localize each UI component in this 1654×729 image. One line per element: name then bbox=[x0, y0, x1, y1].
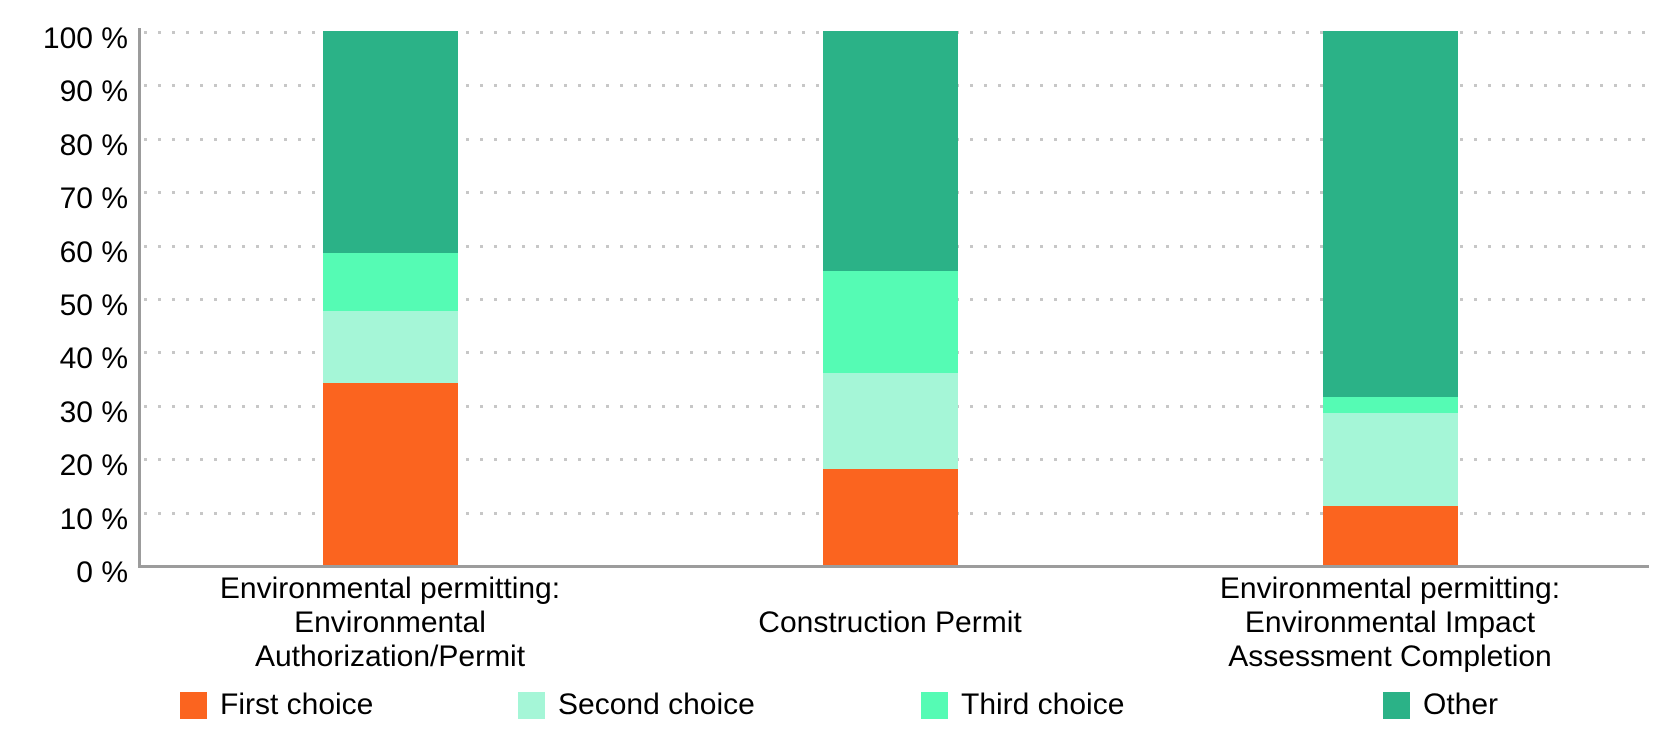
x-axis-line bbox=[138, 565, 1649, 568]
category-label-line: Environmental Impact bbox=[1244, 606, 1536, 639]
bar-3-segment-first-choice bbox=[1322, 506, 1458, 565]
category-label-line: Environmental permitting: bbox=[1219, 572, 1561, 605]
category-label-1: Environmental permitting: Environmental Au… bbox=[150, 572, 630, 674]
y-tick-label-40: 40 % bbox=[59, 342, 128, 375]
category-label-line: Environmental bbox=[294, 606, 486, 639]
y-tick-label-80: 80 % bbox=[59, 129, 128, 162]
bar-1-segment-second-choice bbox=[322, 311, 458, 384]
bar-2-segment-second-choice bbox=[822, 372, 958, 469]
category-label-line: Authorization/Permit bbox=[254, 640, 526, 673]
category-label-line: Environmental permitting: bbox=[219, 572, 561, 605]
legend-item-second-choice: Second choice bbox=[518, 688, 755, 721]
legend-label: Third choice bbox=[961, 688, 1125, 721]
bar-1-segment-other bbox=[322, 31, 458, 253]
y-tick-label-90: 90 % bbox=[59, 75, 128, 108]
legend-label: First choice bbox=[220, 688, 374, 721]
y-tick-label-100: 100 % bbox=[42, 22, 128, 55]
y-tick-label-30: 30 % bbox=[59, 396, 128, 429]
legend-color-chip bbox=[180, 691, 207, 719]
y-tick-label-60: 60 % bbox=[59, 236, 128, 269]
bar-3-segment-third-choice bbox=[1322, 396, 1458, 413]
y-tick-label-20: 20 % bbox=[59, 449, 128, 482]
bar-3-segment-other bbox=[1322, 31, 1458, 397]
legend-color-chip bbox=[1383, 691, 1410, 719]
y-axis-line bbox=[138, 28, 141, 568]
bar-2-segment-first-choice bbox=[822, 468, 958, 565]
legend-color-chip bbox=[921, 691, 948, 719]
y-tick-label-0: 0 % bbox=[76, 556, 128, 589]
legend-label: Other bbox=[1423, 688, 1499, 721]
category-label-line: Construction Permit bbox=[758, 606, 1022, 639]
legend-label: Second choice bbox=[558, 688, 755, 721]
legend-item-other: Other bbox=[1383, 688, 1499, 721]
y-tick-label-70: 70 % bbox=[59, 182, 128, 215]
category-label-line: Assessment Completion bbox=[1228, 640, 1552, 673]
bar-1-segment-first-choice bbox=[322, 383, 458, 565]
y-tick-label-10: 10 % bbox=[59, 503, 128, 536]
y-tick-label-50: 50 % bbox=[59, 289, 128, 322]
legend-item-third-choice: Third choice bbox=[921, 688, 1125, 721]
legend-item-first-choice: First choice bbox=[180, 688, 374, 721]
bar-3-segment-second-choice bbox=[1322, 412, 1458, 507]
bar-1-segment-third-choice bbox=[322, 252, 458, 312]
category-label-2: Construction Permit bbox=[650, 572, 1130, 674]
bar-2-segment-other bbox=[822, 31, 958, 272]
category-label-3: Environmental permitting: Environmental I… bbox=[1150, 572, 1630, 674]
bar-2-segment-third-choice bbox=[822, 271, 958, 373]
legend-color-chip bbox=[518, 691, 545, 719]
